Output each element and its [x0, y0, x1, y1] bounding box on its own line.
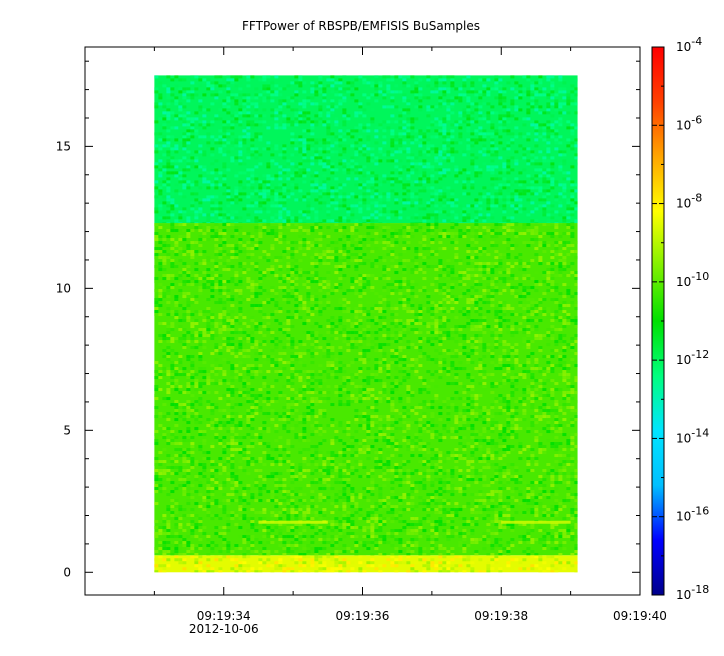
- y-tick-label: 15: [56, 139, 71, 153]
- x-tick-label: 09:19:40: [613, 609, 667, 623]
- x-date-label: 2012-10-06: [189, 622, 259, 636]
- colorbar-tick-label: 10-18: [676, 583, 709, 602]
- colorbar-tick-label: 10-16: [676, 505, 709, 524]
- colorbar-tick-label: 10-4: [676, 35, 702, 54]
- colorbar-tick-label: 10-14: [676, 426, 709, 445]
- spectrogram-band: [154, 75, 578, 224]
- x-tick-label: 09:19:34: [197, 609, 251, 623]
- y-tick-label: 10: [56, 281, 71, 295]
- x-axis: 09:19:34 09:19:36 09:19:38 09:19:40 2012-10-…: [153, 47, 667, 636]
- y-tick-label: 0: [63, 565, 71, 579]
- colorbar: 10-4 10-6 10-8 10-10 10-12 10-14 10-16 10-18: [651, 35, 709, 602]
- colorbar-tick-label: 10-6: [676, 113, 702, 132]
- colorbar-tick-label: 10-10: [676, 270, 709, 289]
- chart-title: FFTPower of RBSPB/EMFISIS BuSamples: [242, 19, 480, 33]
- plot-area: [84, 46, 641, 596]
- feature-line: [258, 520, 328, 524]
- spectrogram-band: [154, 555, 578, 573]
- band-noise: [154, 75, 578, 224]
- band-noise: [154, 223, 578, 556]
- colorbar-tick-label: 10-8: [676, 192, 702, 211]
- spectrogram-band: [154, 223, 578, 556]
- x-tick-label: 09:19:38: [474, 609, 528, 623]
- feature-line: [501, 520, 571, 524]
- x-tick-label: 09:19:36: [336, 609, 390, 623]
- y-axis: 0 5 10 15: [56, 60, 640, 579]
- y-tick-label: 5: [63, 423, 71, 437]
- colorbar-tick-label: 10-12: [676, 348, 709, 367]
- band-noise: [154, 555, 578, 573]
